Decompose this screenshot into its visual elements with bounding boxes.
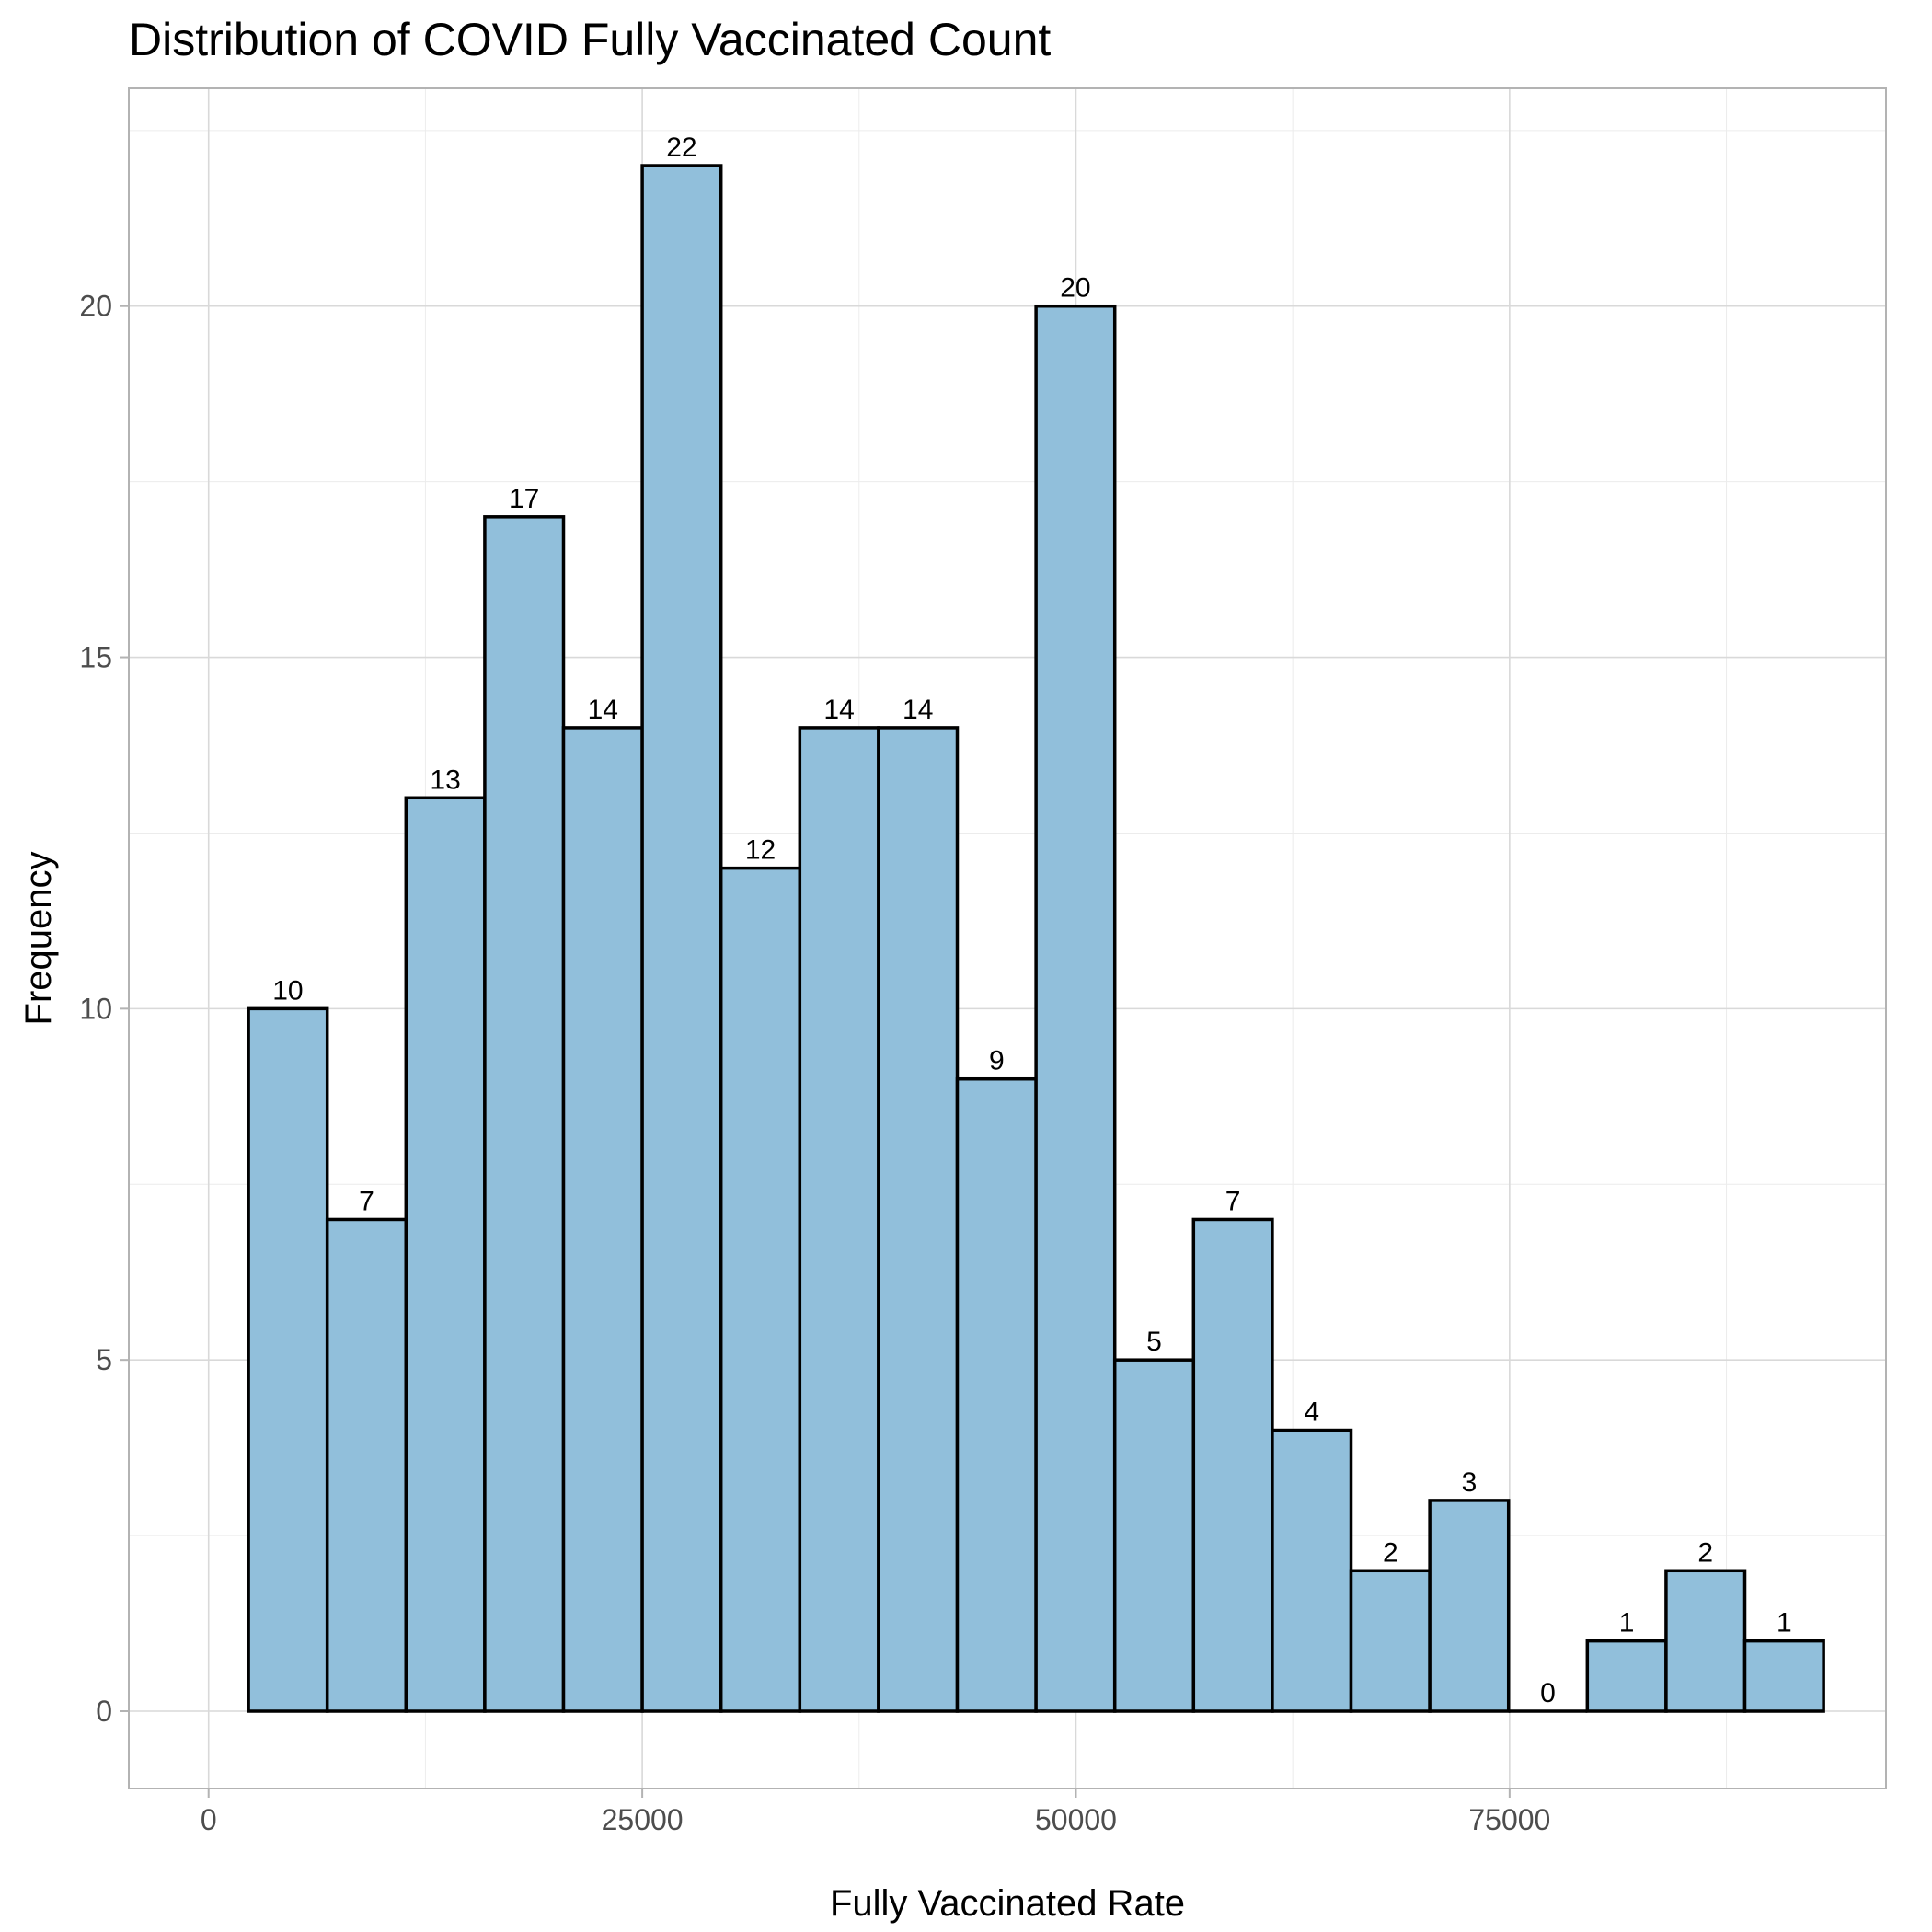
bar-value-label: 10 xyxy=(272,975,303,1006)
histogram-bar xyxy=(955,1076,1038,1713)
x-tick-label: 75000 xyxy=(1468,1803,1550,1836)
y-tick-label: 10 xyxy=(79,992,112,1025)
bar-value-label: 9 xyxy=(989,1046,1005,1076)
bar-value-label: 2 xyxy=(1697,1537,1713,1568)
histogram-bar xyxy=(247,1006,329,1713)
histogram-bar xyxy=(1742,1639,1825,1713)
bar-value-label: 7 xyxy=(359,1186,374,1216)
x-tick-label: 50000 xyxy=(1035,1803,1117,1836)
histogram-bar xyxy=(719,866,802,1713)
histogram-bar xyxy=(404,796,487,1713)
bar-value-label: 14 xyxy=(903,695,933,725)
y-tick-label: 5 xyxy=(96,1343,112,1376)
histogram-bar xyxy=(561,726,644,1713)
y-tick-label: 15 xyxy=(79,641,112,674)
histogram-bar xyxy=(877,726,960,1713)
histogram-bar xyxy=(798,726,880,1713)
x-tick-label: 0 xyxy=(201,1803,217,1836)
bar-value-label: 12 xyxy=(745,835,776,866)
bar-value-label: 3 xyxy=(1462,1467,1478,1498)
bar-value-label: 1 xyxy=(1777,1608,1792,1639)
histogram-bar xyxy=(640,164,723,1713)
y-tick-label: 20 xyxy=(79,290,112,323)
bar-value-label: 4 xyxy=(1304,1397,1319,1428)
bar-value-label: 14 xyxy=(823,695,854,725)
bar-value-label: 14 xyxy=(588,695,618,725)
axis-ticks: 0 25000 50000 75000 0 5 10 15 20 xyxy=(79,290,1550,1836)
histogram-bar xyxy=(1271,1428,1353,1713)
histogram-bar xyxy=(1349,1569,1432,1713)
histogram-bar xyxy=(1664,1569,1747,1713)
bar-value-label: 7 xyxy=(1225,1186,1241,1216)
histogram-bar xyxy=(1585,1639,1668,1713)
bar-value-label: 17 xyxy=(509,484,539,514)
bar-value-label: 5 xyxy=(1146,1327,1162,1357)
bar-value-label: 22 xyxy=(666,132,696,163)
bar-value-label: 13 xyxy=(430,765,460,795)
histogram-bar xyxy=(483,515,566,1713)
bar-value-label: 20 xyxy=(1060,273,1090,304)
x-axis-title: Fully Vaccinated Rate xyxy=(830,1883,1185,1924)
bar-value-label: 2 xyxy=(1383,1537,1398,1568)
bar-value-label: 1 xyxy=(1619,1608,1635,1639)
y-axis-title: Frequency xyxy=(18,852,59,1026)
panel-border xyxy=(128,87,1887,1789)
histogram-bar xyxy=(1034,304,1117,1713)
histogram-bar xyxy=(325,1217,408,1713)
histogram-bar xyxy=(1428,1499,1511,1713)
bar-value-label: 0 xyxy=(1540,1678,1556,1708)
histogram-bar xyxy=(1191,1217,1274,1713)
histogram-bar xyxy=(1112,1358,1196,1713)
x-tick-label: 25000 xyxy=(602,1803,684,1836)
y-tick-label: 0 xyxy=(96,1695,112,1728)
chart-title: Distribution of COVID Fully Vaccinated C… xyxy=(129,14,1051,65)
bars xyxy=(247,164,1825,1713)
